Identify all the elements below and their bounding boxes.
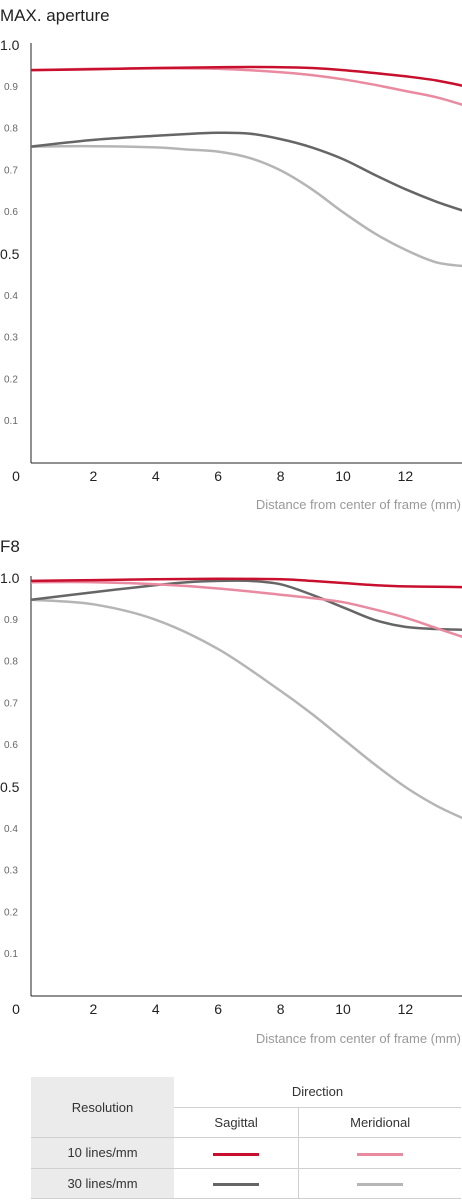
sagittal-30-swatch: [213, 1182, 260, 1186]
x-tick-label: 10: [335, 1001, 351, 1017]
legend-row-30: 30 lines/mm: [31, 1168, 461, 1200]
legend-row-label: 30 lines/mm: [31, 1168, 174, 1200]
x-tick-label: 6: [214, 468, 222, 484]
y-tick-label: 1.0: [0, 37, 20, 53]
y-tick-label: 0.7: [4, 698, 18, 709]
x-tick-label: 12: [398, 1001, 414, 1017]
x-tick-label: 12: [398, 468, 414, 484]
meridional-30-swatch: [357, 1182, 404, 1186]
series-line-m30: [31, 598, 462, 820]
y-tick-label: 0.3: [4, 866, 18, 877]
series-line-s30: [31, 131, 462, 212]
series-line-m10: [31, 67, 462, 106]
y-tick-label: 0.9: [4, 615, 18, 626]
y-tick-label: 0.9: [4, 82, 18, 93]
y-tick-label: 0.1: [4, 949, 18, 960]
series-line-m10: [31, 580, 462, 638]
legend-row-10: 10 lines/mm: [31, 1137, 461, 1169]
x-tick-label: 4: [152, 468, 160, 484]
chart-title: MAX. aperture: [0, 6, 110, 25]
y-tick-label: 0.1: [4, 416, 18, 427]
resolution-header: Resolution: [31, 1077, 174, 1139]
x-tick-label: 6: [214, 1001, 222, 1017]
x-tick-label: 0: [12, 1001, 20, 1017]
x-tick-label: 8: [277, 1001, 285, 1017]
y-tick-label: 1.0: [0, 570, 20, 586]
series-line-s10: [31, 65, 462, 87]
y-tick-label: 0.7: [4, 165, 18, 176]
x-axis-label: Distance from center of frame (mm): [256, 1031, 461, 1046]
y-tick-label: 0.6: [4, 207, 18, 218]
x-tick-label: 2: [90, 468, 98, 484]
x-tick-label: 8: [277, 468, 285, 484]
x-axis-label: Distance from center of frame (mm): [256, 497, 461, 512]
legend-table: Resolution Direction Sagittal Meridional…: [31, 1077, 461, 1200]
meridional-10-swatch: [357, 1152, 404, 1156]
y-tick-label: 0.3: [4, 333, 18, 344]
y-tick-label: 0.6: [4, 740, 18, 751]
series-line-s10: [31, 577, 462, 589]
x-tick-label: 10: [335, 468, 351, 484]
direction-header: Direction: [174, 1077, 461, 1108]
meridional-header: Meridional: [298, 1107, 461, 1139]
y-tick-label: 0.8: [4, 657, 18, 668]
y-tick-label: 0.5: [0, 246, 20, 262]
x-tick-label: 4: [152, 1001, 160, 1017]
mtf-chart-f8: F8 Distance from center of frame (mm) 1.…: [0, 537, 462, 1046]
x-tick-label: 2: [90, 1001, 98, 1017]
series-line-m30: [31, 144, 462, 268]
y-tick-label: 0.5: [0, 779, 20, 795]
y-tick-label: 0.2: [4, 907, 18, 918]
sagittal-10-swatch: [213, 1152, 260, 1156]
legend-row-label: 10 lines/mm: [31, 1137, 174, 1169]
mtf-charts: MAX. aperture Distance from center of fr…: [0, 6, 462, 1046]
y-tick-label: 0.4: [4, 291, 18, 302]
y-tick-label: 0.8: [4, 124, 18, 135]
x-tick-label: 0: [12, 468, 20, 484]
mtf-chart-max-aperture: MAX. aperture Distance from center of fr…: [0, 6, 462, 512]
y-tick-label: 0.4: [4, 824, 18, 835]
chart-title: F8: [0, 537, 20, 556]
sagittal-header: Sagittal: [174, 1107, 300, 1139]
y-tick-label: 0.2: [4, 374, 18, 385]
